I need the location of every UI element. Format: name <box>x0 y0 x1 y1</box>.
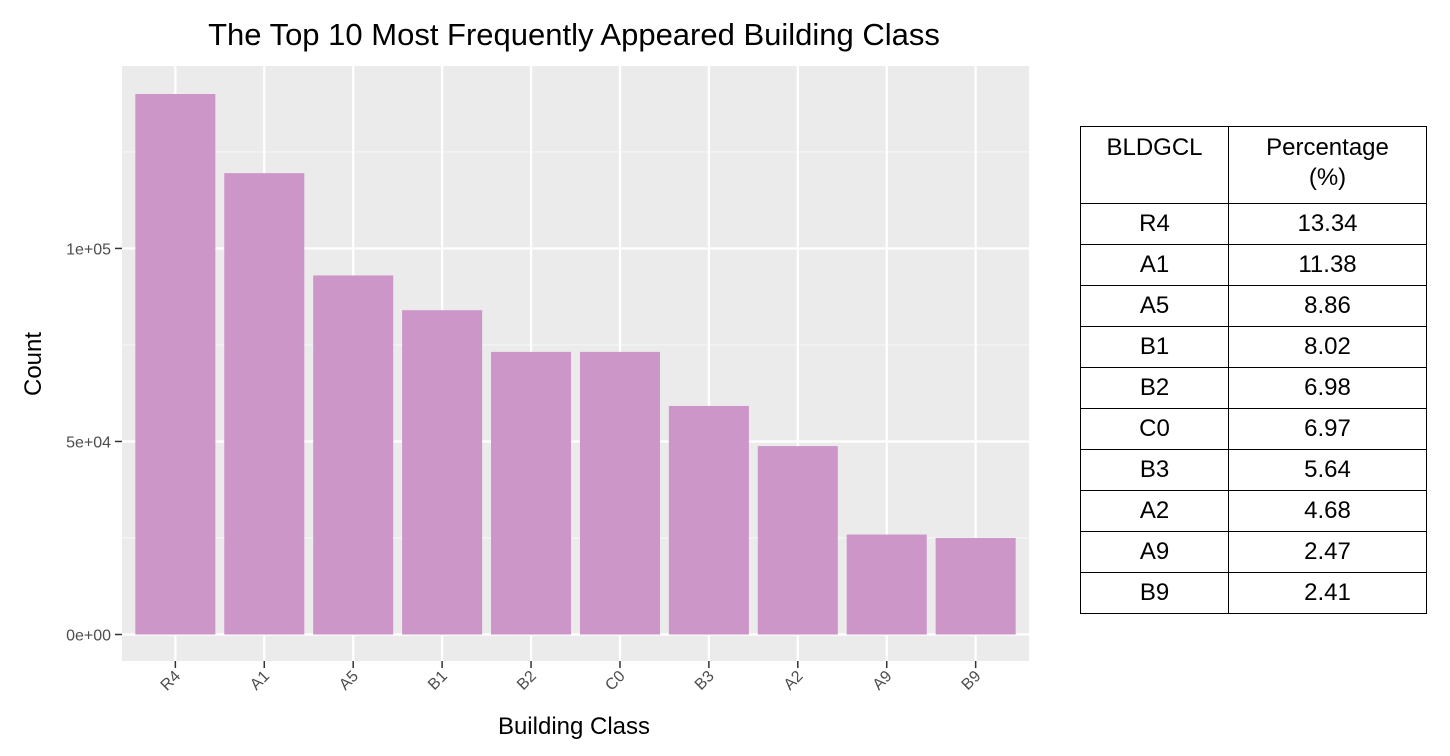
y-tick-label: 0e+00 <box>66 628 111 645</box>
table-header-row: BLDGCL Percentage (%) <box>1080 126 1427 204</box>
table-cell-class: B1 <box>1080 326 1229 368</box>
table-cell-percentage: 5.64 <box>1228 449 1427 491</box>
table-cell-percentage: 4.68 <box>1228 490 1427 532</box>
table-row: B2 6.98 <box>1080 367 1427 409</box>
bar-a5 <box>313 275 394 635</box>
y-axis-ticks: 0e+00 5e+04 1e+05 <box>66 241 122 645</box>
bar-chart: The Top 10 Most Frequently Appeared Buil… <box>20 17 1029 740</box>
table-cell-class: A2 <box>1080 490 1229 532</box>
bar-a9 <box>846 534 927 635</box>
table-cell-class: A5 <box>1080 285 1229 327</box>
bar-b3 <box>668 405 749 635</box>
table-cell-class: A1 <box>1080 244 1229 286</box>
table-cell-percentage: 8.86 <box>1228 285 1427 327</box>
table-row: A9 2.47 <box>1080 531 1427 573</box>
table-cell-percentage: 6.98 <box>1228 367 1427 409</box>
table-row: A5 8.86 <box>1080 285 1427 327</box>
chart-title: The Top 10 Most Frequently Appeared Buil… <box>208 17 940 52</box>
table-cell-class: B3 <box>1080 449 1229 491</box>
x-tick-label: A5 <box>336 668 362 694</box>
table-row: B9 2.41 <box>1080 572 1427 614</box>
x-tick-label: A9 <box>870 668 896 694</box>
table-cell-percentage: 6.97 <box>1228 408 1427 450</box>
table-cell-class: B9 <box>1080 572 1229 614</box>
table-cell-percentage: 11.38 <box>1228 244 1427 286</box>
table-row: C0 6.97 <box>1080 408 1427 450</box>
y-tick-label: 5e+04 <box>66 434 111 451</box>
y-axis-title: Count <box>20 332 47 396</box>
table-cell-class: C0 <box>1080 408 1229 450</box>
bar-b9 <box>935 537 1016 635</box>
bar-a1 <box>224 173 305 635</box>
table-cell-class: R4 <box>1080 203 1229 245</box>
header-percentage-label: Percentage (%) <box>1266 134 1389 191</box>
bar-c0 <box>579 351 660 635</box>
x-tick-label: B9 <box>959 668 985 694</box>
table-cell-percentage: 8.02 <box>1228 326 1427 368</box>
table-cell-percentage: 13.34 <box>1228 203 1427 245</box>
header-bldgcl: BLDGCL <box>1080 126 1229 204</box>
table-row: R4 13.34 <box>1080 203 1427 245</box>
table-cell-percentage: 2.41 <box>1228 572 1427 614</box>
x-tick-label: A2 <box>781 668 807 694</box>
x-tick-label: A1 <box>247 668 273 694</box>
table-cell-percentage: 2.47 <box>1228 531 1427 573</box>
header-percentage: Percentage (%) <box>1228 126 1427 204</box>
x-axis-title: Building Class <box>498 713 650 740</box>
percentage-table: BLDGCL Percentage (%) R4 13.34 A1 11.38 A5 8.8… <box>1080 126 1427 614</box>
table-cell-class: B2 <box>1080 367 1229 409</box>
table-row: B1 8.02 <box>1080 326 1427 368</box>
bar-b1 <box>402 310 483 635</box>
x-tick-label: C0 <box>602 668 629 695</box>
x-tick-label: B2 <box>514 668 540 694</box>
x-tick-label: R4 <box>158 668 185 695</box>
x-axis-ticks: R4 A1 A5 B1 B2 C0 B3 A2 A9 B9 <box>158 661 985 694</box>
y-tick-label: 1e+05 <box>66 241 111 258</box>
x-tick-label: B1 <box>425 668 451 694</box>
bar-a2 <box>757 446 838 635</box>
table-row: A2 4.68 <box>1080 490 1427 532</box>
x-tick-label: B3 <box>692 668 718 694</box>
bar-b2 <box>491 351 572 635</box>
table-row: B3 5.64 <box>1080 449 1427 491</box>
bar-r4 <box>135 94 216 635</box>
table-cell-class: A9 <box>1080 531 1229 573</box>
table-row: A1 11.38 <box>1080 244 1427 286</box>
bars <box>135 94 1016 635</box>
